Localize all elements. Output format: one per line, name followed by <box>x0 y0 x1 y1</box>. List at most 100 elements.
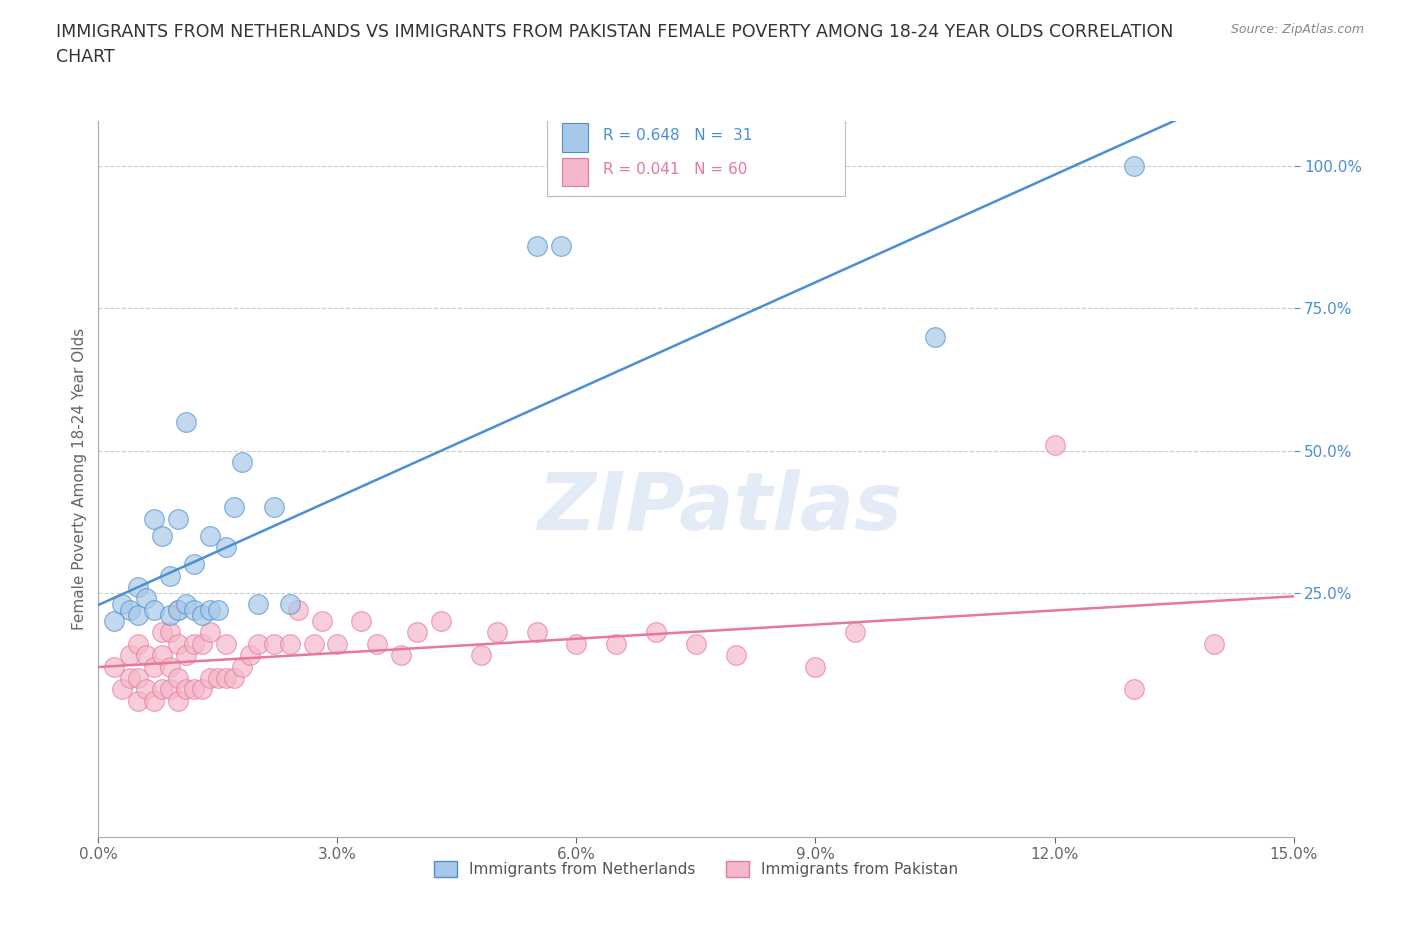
Point <box>326 636 349 651</box>
Text: Source: ZipAtlas.com: Source: ZipAtlas.com <box>1230 23 1364 36</box>
Point <box>183 603 205 618</box>
Point <box>287 603 309 618</box>
Point <box>263 636 285 651</box>
Point <box>103 614 125 629</box>
Point <box>645 625 668 640</box>
Text: R = 0.041   N = 60: R = 0.041 N = 60 <box>603 162 747 178</box>
Point <box>246 636 269 651</box>
Point <box>135 591 157 605</box>
Point <box>198 603 221 618</box>
Point <box>406 625 429 640</box>
Point <box>143 693 166 708</box>
Point <box>159 682 181 697</box>
Point <box>167 693 190 708</box>
Point <box>191 682 214 697</box>
Point <box>222 671 245 685</box>
Point <box>174 647 197 662</box>
Legend: Immigrants from Netherlands, Immigrants from Pakistan: Immigrants from Netherlands, Immigrants … <box>427 855 965 884</box>
Point <box>120 671 142 685</box>
Point <box>167 603 190 618</box>
Point <box>231 455 253 470</box>
Point <box>127 671 149 685</box>
Point <box>150 528 173 543</box>
Point <box>302 636 325 651</box>
Text: R = 0.648   N =  31: R = 0.648 N = 31 <box>603 127 752 142</box>
Point <box>222 500 245 515</box>
Point <box>207 603 229 618</box>
Point <box>198 671 221 685</box>
Point <box>111 682 134 697</box>
Point <box>127 608 149 623</box>
Point <box>1123 682 1146 697</box>
Point <box>143 512 166 526</box>
Text: ZIPatlas: ZIPatlas <box>537 469 903 547</box>
Point <box>263 500 285 515</box>
Point <box>167 512 190 526</box>
Point <box>685 636 707 651</box>
Point <box>207 671 229 685</box>
Point <box>278 636 301 651</box>
Point <box>526 625 548 640</box>
Point <box>150 625 173 640</box>
Point <box>311 614 333 629</box>
Point <box>111 596 134 611</box>
Text: IMMIGRANTS FROM NETHERLANDS VS IMMIGRANTS FROM PAKISTAN FEMALE POVERTY AMONG 18-: IMMIGRANTS FROM NETHERLANDS VS IMMIGRANT… <box>56 23 1174 66</box>
Point <box>120 647 142 662</box>
Point <box>174 596 197 611</box>
Point <box>150 682 173 697</box>
Point <box>159 625 181 640</box>
Point <box>215 539 238 554</box>
Point <box>103 659 125 674</box>
Point <box>231 659 253 674</box>
Point <box>127 636 149 651</box>
Point <box>550 238 572 253</box>
Point <box>724 647 747 662</box>
Point <box>246 596 269 611</box>
Point <box>1043 437 1066 452</box>
Point <box>183 636 205 651</box>
Point <box>1202 636 1225 651</box>
Point <box>135 682 157 697</box>
Point <box>350 614 373 629</box>
Point <box>198 625 221 640</box>
Point <box>191 636 214 651</box>
Point <box>389 647 412 662</box>
Point <box>191 608 214 623</box>
Point <box>159 659 181 674</box>
Point <box>127 579 149 594</box>
Point <box>143 603 166 618</box>
Bar <box>562 123 589 152</box>
Point <box>1123 159 1146 174</box>
Point <box>239 647 262 662</box>
Point <box>605 636 627 651</box>
Point <box>844 625 866 640</box>
Point <box>526 238 548 253</box>
Point <box>159 568 181 583</box>
FancyBboxPatch shape <box>547 110 845 196</box>
Point <box>366 636 388 651</box>
Point <box>127 693 149 708</box>
Point <box>485 625 508 640</box>
Point <box>183 557 205 572</box>
Point <box>183 682 205 697</box>
Point <box>159 608 181 623</box>
Point <box>924 329 946 344</box>
Point <box>565 636 588 651</box>
Point <box>167 671 190 685</box>
Point <box>198 528 221 543</box>
Point <box>135 647 157 662</box>
Point <box>278 596 301 611</box>
Point <box>470 647 492 662</box>
Point <box>430 614 453 629</box>
Point <box>167 603 190 618</box>
Point <box>215 671 238 685</box>
Y-axis label: Female Poverty Among 18-24 Year Olds: Female Poverty Among 18-24 Year Olds <box>72 328 87 631</box>
Point <box>174 682 197 697</box>
Point <box>167 636 190 651</box>
Point <box>215 636 238 651</box>
Point <box>120 603 142 618</box>
Bar <box>562 157 589 186</box>
Point <box>150 647 173 662</box>
Point <box>804 659 827 674</box>
Point <box>143 659 166 674</box>
